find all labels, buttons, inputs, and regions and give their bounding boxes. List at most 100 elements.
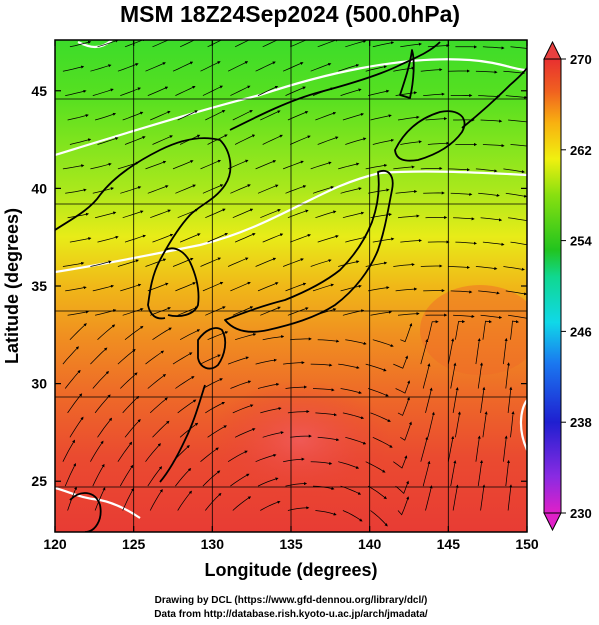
streamline — [172, 160, 194, 170]
streamline — [172, 257, 194, 267]
streamline — [150, 209, 171, 219]
streamline — [177, 490, 192, 511]
streamline — [482, 241, 505, 246]
streamline — [310, 259, 332, 267]
streamline — [283, 457, 305, 463]
colorbar-tick-label: 254 — [570, 234, 592, 249]
streamline — [255, 453, 277, 463]
streamline — [420, 436, 429, 462]
streamline — [480, 119, 503, 123]
streamline — [257, 184, 279, 194]
streamline — [62, 65, 85, 72]
streamline — [427, 320, 439, 340]
streamline — [62, 164, 85, 170]
warm-core — [210, 380, 390, 500]
streamline — [255, 160, 277, 170]
streamline — [315, 210, 337, 219]
x-tick-label: 145 — [437, 536, 461, 552]
streamline — [503, 435, 508, 462]
streamline — [179, 134, 201, 145]
streamline — [177, 110, 198, 121]
y-tick-label: 30 — [31, 376, 47, 392]
streamline — [372, 436, 393, 448]
streamline — [400, 421, 412, 441]
streamline — [507, 484, 513, 511]
streamline — [92, 370, 109, 389]
streamline — [310, 62, 332, 72]
streamline — [475, 70, 498, 74]
x-tick-label: 130 — [201, 536, 225, 552]
streamline — [120, 87, 141, 96]
streamline — [62, 346, 79, 365]
streamline — [207, 425, 227, 438]
streamline — [290, 135, 311, 145]
streamline — [365, 461, 386, 473]
streamline — [207, 233, 229, 243]
streamline — [69, 40, 92, 48]
x-tick-label: 150 — [515, 536, 539, 552]
streamline — [345, 40, 367, 48]
streamline — [152, 40, 173, 48]
streamline — [175, 85, 196, 96]
streamline — [315, 308, 337, 316]
streamline — [452, 386, 459, 413]
colorbar-min-arrow — [543, 512, 562, 532]
streamline — [480, 386, 486, 413]
streamline — [482, 46, 505, 50]
isotherm-central — [55, 170, 527, 274]
streamline — [200, 354, 221, 365]
streamline — [92, 463, 105, 487]
streamline — [478, 95, 500, 99]
x-tick-label: 140 — [358, 536, 382, 552]
streamline — [175, 184, 196, 194]
streamline — [338, 461, 360, 469]
streamline — [395, 380, 411, 394]
streamline — [367, 485, 387, 500]
streamline — [368, 188, 390, 194]
isotherm-sw — [55, 486, 141, 519]
streamline — [177, 208, 199, 219]
streamline — [475, 168, 498, 173]
y-axis-label: Latitude (degrees) — [2, 208, 22, 364]
streamline — [122, 487, 134, 511]
streamline — [117, 441, 133, 462]
streamline — [510, 241, 527, 246]
streamline — [365, 65, 388, 72]
streamline — [230, 85, 251, 96]
streamline — [179, 329, 201, 341]
streamline — [393, 455, 408, 469]
streamline — [397, 115, 420, 121]
streamline — [345, 436, 367, 445]
streamline — [425, 117, 448, 121]
x-tick-label: 125 — [122, 536, 146, 552]
streamline — [372, 339, 394, 347]
streamline — [285, 185, 307, 194]
streamline — [317, 436, 340, 442]
streamline — [122, 395, 140, 414]
streamline — [367, 388, 389, 397]
streamline — [230, 380, 252, 389]
streamline — [340, 88, 362, 96]
streamline — [370, 412, 391, 422]
streamline — [232, 496, 252, 511]
streamline — [67, 114, 89, 121]
streamline — [482, 320, 493, 340]
x-axis: 120 125 130 135 140 145 150 — [43, 40, 539, 552]
streamline — [230, 184, 251, 194]
streamline — [480, 314, 503, 319]
streamline — [262, 134, 283, 145]
streamline — [455, 241, 478, 245]
x-tick-label: 135 — [279, 536, 303, 552]
streamline — [510, 320, 520, 340]
streamline — [285, 385, 308, 389]
streamline — [172, 352, 193, 365]
streamline — [315, 111, 337, 121]
streamline — [338, 363, 360, 369]
streamline — [478, 290, 500, 295]
streamline — [62, 439, 75, 462]
streamline — [420, 264, 443, 268]
streamline — [90, 440, 104, 462]
streamline — [97, 324, 116, 340]
coast-russia — [229, 41, 441, 131]
streamline — [368, 89, 390, 96]
